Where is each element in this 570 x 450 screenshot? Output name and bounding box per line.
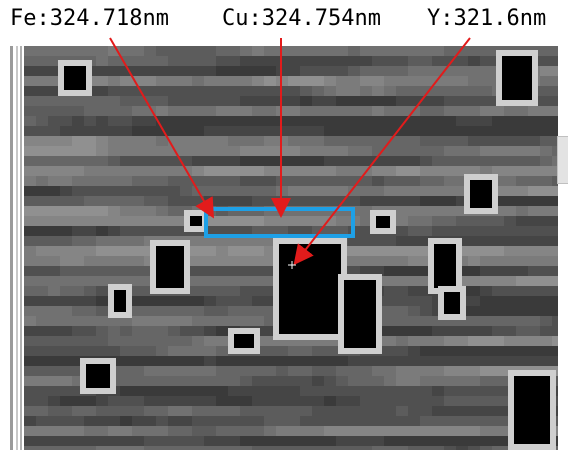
- crosshair-icon: [288, 261, 296, 269]
- scroll-grip-icon[interactable]: [557, 136, 568, 184]
- fe-arrow: [109, 37, 214, 219]
- y-arrow: [293, 37, 471, 266]
- spectral-map-panel[interactable]: [24, 46, 558, 450]
- fe-wavelength-label: Fe:324.718nm: [10, 6, 169, 31]
- cu-region-highlight-box: [204, 207, 355, 238]
- y-wavelength-label: Y:321.6nm: [427, 6, 547, 31]
- cu-wavelength-label: Cu:324.754nm: [222, 6, 381, 31]
- window-left-border: [10, 46, 24, 450]
- spectral-map-image: [24, 46, 558, 450]
